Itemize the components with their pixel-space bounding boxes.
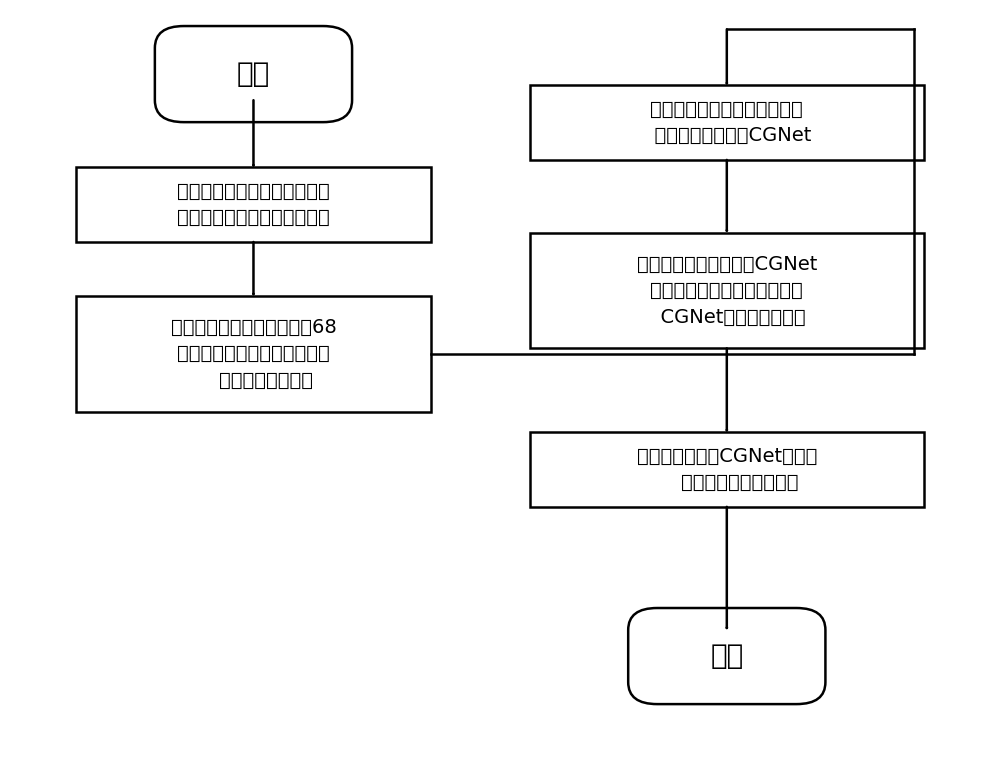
Bar: [76, 296, 431, 412]
Bar: [530, 85, 924, 160]
Text: 在测试集上评估CGNet网络模
    型的面部表情识别性能: 在测试集上评估CGNet网络模 型的面部表情识别性能: [637, 447, 817, 492]
FancyBboxPatch shape: [155, 26, 352, 122]
Text: 对数据集进行预处理，包括68
个人脸关键点提取、面部器官
    划分以及数据增强: 对数据集进行预处理，包括68 个人脸关键点提取、面部器官 划分以及数据增强: [171, 318, 336, 390]
Text: 结束: 结束: [710, 642, 743, 670]
Bar: [76, 167, 431, 242]
Bar: [530, 233, 924, 348]
Bar: [530, 432, 924, 507]
Text: 根据公开的人脸表情数据集，
构建训练集、验证集和测试集: 根据公开的人脸表情数据集， 构建训练集、验证集和测试集: [177, 182, 330, 227]
Text: 开始: 开始: [237, 60, 270, 88]
Text: 构建基于卷积层和图卷积层的
  面部表情识别网络CGNet: 构建基于卷积层和图卷积层的 面部表情识别网络CGNet: [642, 100, 811, 145]
Text: 利用所构建的训练集对CGNet
网络模型进行监督训练，直到
  CGNet收敛到最优性能: 利用所构建的训练集对CGNet 网络模型进行监督训练，直到 CGNet收敛到最优…: [637, 255, 817, 327]
FancyBboxPatch shape: [628, 608, 825, 704]
